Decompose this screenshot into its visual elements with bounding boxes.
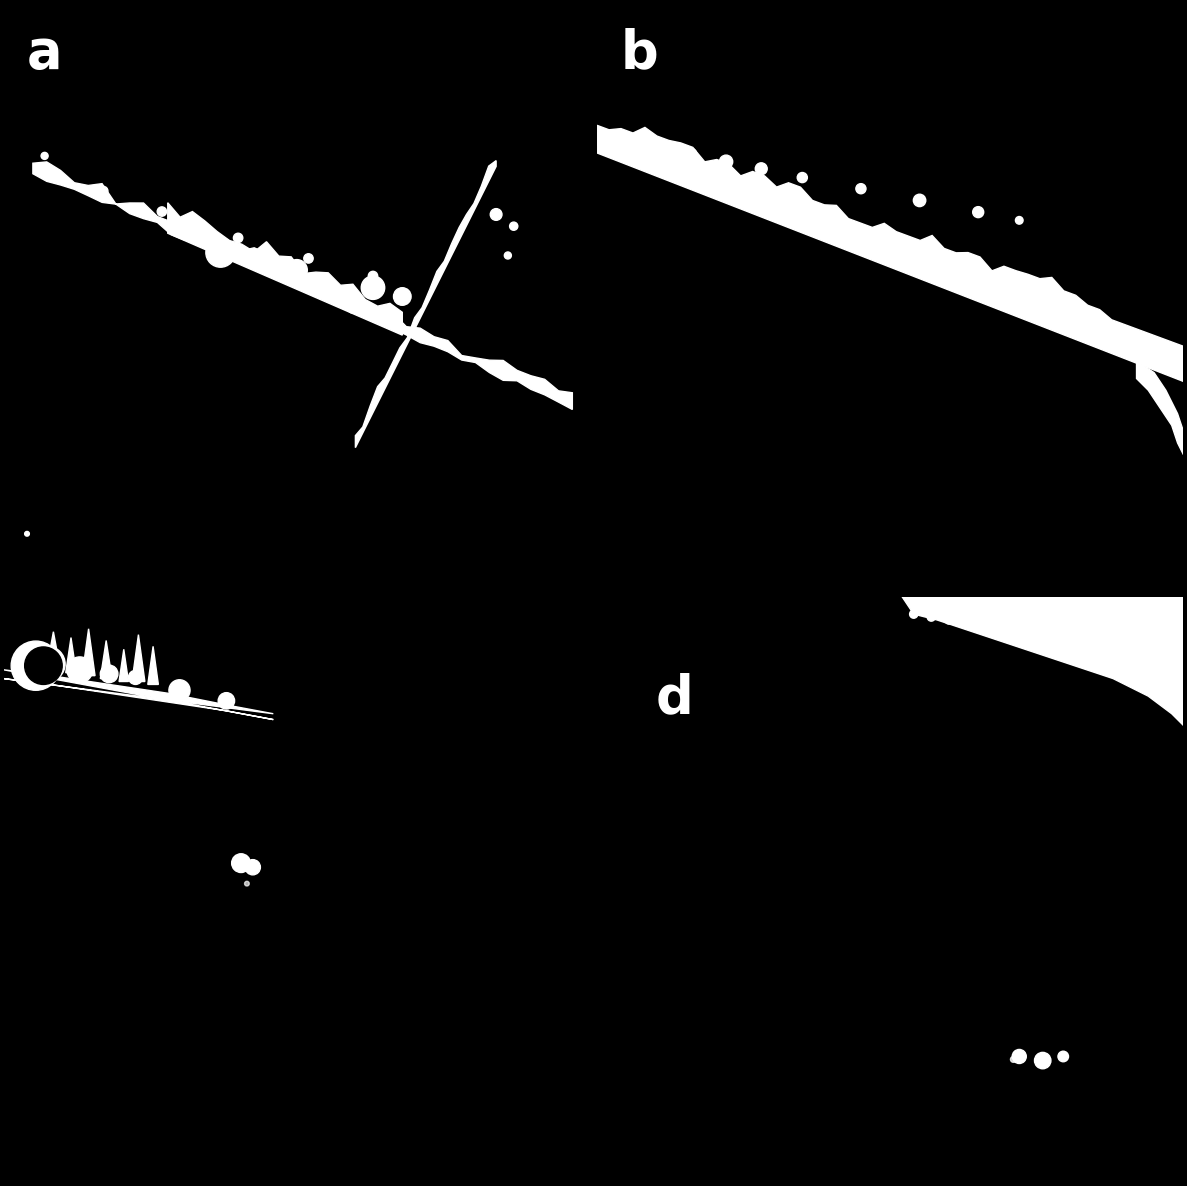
Polygon shape <box>30 646 42 667</box>
Circle shape <box>25 531 30 536</box>
Circle shape <box>304 254 313 263</box>
Circle shape <box>101 665 118 683</box>
Circle shape <box>755 162 767 174</box>
Polygon shape <box>132 635 145 682</box>
Polygon shape <box>65 638 76 672</box>
Circle shape <box>234 234 243 243</box>
Polygon shape <box>902 597 1183 726</box>
Circle shape <box>42 152 49 159</box>
Circle shape <box>997 625 1005 633</box>
Circle shape <box>719 155 732 168</box>
Circle shape <box>218 693 235 709</box>
Circle shape <box>11 642 61 690</box>
Circle shape <box>1015 217 1023 224</box>
Polygon shape <box>1054 597 1183 714</box>
Circle shape <box>945 616 953 624</box>
Polygon shape <box>597 133 1183 374</box>
Circle shape <box>1033 631 1041 639</box>
Circle shape <box>504 251 512 259</box>
Circle shape <box>963 619 971 627</box>
Circle shape <box>980 621 988 630</box>
Circle shape <box>1015 627 1023 636</box>
Circle shape <box>913 195 926 206</box>
Circle shape <box>664 146 672 154</box>
Circle shape <box>361 276 385 299</box>
Polygon shape <box>82 629 95 676</box>
Circle shape <box>394 288 411 305</box>
Circle shape <box>30 646 65 682</box>
Circle shape <box>231 854 250 873</box>
Polygon shape <box>1136 361 1183 454</box>
Circle shape <box>286 260 307 281</box>
Circle shape <box>509 222 518 230</box>
Circle shape <box>490 209 502 221</box>
Circle shape <box>927 613 935 621</box>
Polygon shape <box>597 126 1183 382</box>
Circle shape <box>972 206 984 218</box>
Circle shape <box>798 172 807 183</box>
Polygon shape <box>119 649 128 682</box>
Circle shape <box>1035 1052 1050 1069</box>
Polygon shape <box>33 162 572 409</box>
Text: a: a <box>27 27 63 79</box>
Circle shape <box>128 670 142 684</box>
Circle shape <box>99 186 108 196</box>
Polygon shape <box>355 160 496 447</box>
Polygon shape <box>4 670 273 720</box>
Circle shape <box>66 657 93 683</box>
Circle shape <box>246 860 260 875</box>
Polygon shape <box>148 646 158 684</box>
Polygon shape <box>46 632 61 670</box>
Text: c: c <box>27 638 58 689</box>
Circle shape <box>245 881 249 886</box>
Circle shape <box>25 646 62 684</box>
Circle shape <box>1013 1050 1027 1064</box>
Circle shape <box>205 238 235 267</box>
Polygon shape <box>167 203 402 336</box>
Circle shape <box>685 148 697 160</box>
Circle shape <box>1010 1057 1016 1063</box>
Circle shape <box>909 610 918 618</box>
Circle shape <box>856 184 867 193</box>
Circle shape <box>1058 1051 1068 1061</box>
Circle shape <box>639 139 649 149</box>
Circle shape <box>368 272 377 281</box>
Polygon shape <box>101 640 112 678</box>
Circle shape <box>157 206 166 216</box>
Text: d: d <box>655 672 693 725</box>
Text: b: b <box>621 27 659 79</box>
Circle shape <box>46 172 55 181</box>
Circle shape <box>169 680 190 701</box>
